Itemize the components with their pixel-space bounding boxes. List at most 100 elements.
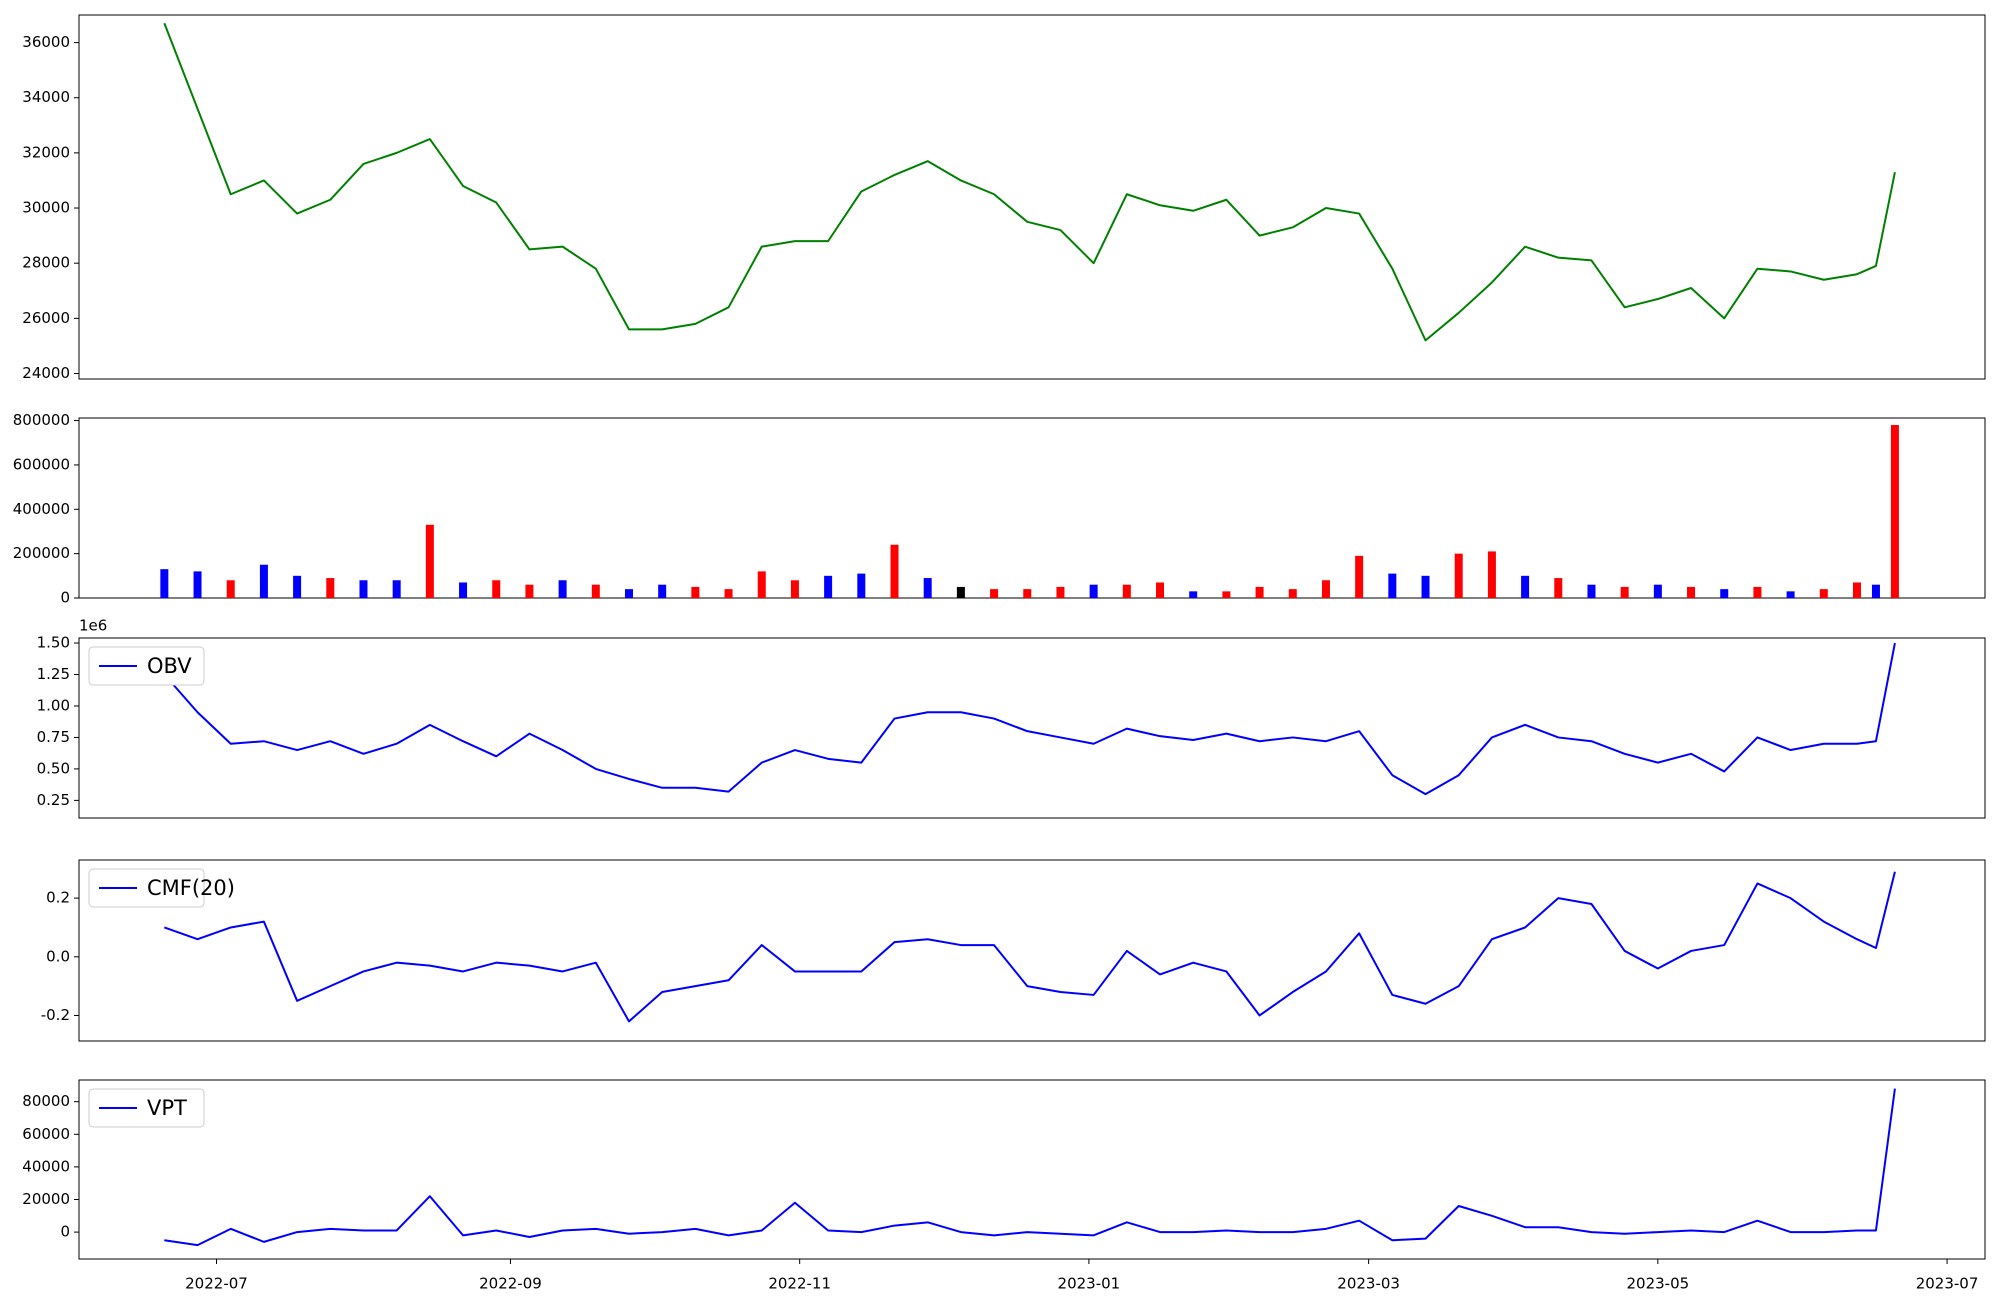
x-tick-label: 2022-11 bbox=[768, 1275, 831, 1293]
y-tick-label: 28000 bbox=[22, 254, 70, 272]
bar bbox=[359, 580, 368, 598]
bar bbox=[259, 564, 268, 598]
bar bbox=[1421, 575, 1430, 598]
y-tick-label: 0.50 bbox=[37, 759, 70, 777]
y-tick-label: 32000 bbox=[22, 143, 70, 161]
bar bbox=[790, 580, 799, 598]
bar bbox=[1222, 591, 1231, 598]
x-tick-label: 2023-03 bbox=[1337, 1275, 1400, 1293]
bar bbox=[1023, 589, 1032, 598]
bar bbox=[1521, 575, 1530, 598]
bar bbox=[1620, 586, 1629, 598]
y-tick-label: 800000 bbox=[13, 411, 70, 429]
bar bbox=[326, 578, 335, 598]
legend-label: OBV bbox=[147, 654, 192, 678]
y-tick-label: 24000 bbox=[22, 364, 70, 382]
bar bbox=[226, 580, 235, 598]
y-tick-label: 1.00 bbox=[37, 696, 70, 714]
bar bbox=[1056, 586, 1065, 598]
bar bbox=[691, 586, 700, 598]
bar bbox=[492, 580, 501, 598]
offset-text: 1e6 bbox=[79, 617, 107, 635]
line bbox=[163, 22, 1896, 342]
bar bbox=[1454, 553, 1463, 598]
bar bbox=[392, 580, 401, 598]
bar bbox=[525, 584, 534, 598]
x-tick-label: 2022-07 bbox=[185, 1275, 248, 1293]
legend-box bbox=[88, 646, 205, 686]
y-tick-label: 40000 bbox=[22, 1157, 70, 1175]
bar bbox=[923, 578, 932, 598]
y-tick-label: 0 bbox=[60, 589, 70, 607]
bar bbox=[857, 573, 866, 598]
y-tick-label: 600000 bbox=[13, 455, 70, 473]
bar bbox=[1089, 584, 1098, 598]
axes-frame bbox=[78, 1079, 1986, 1260]
line bbox=[164, 871, 1896, 1023]
bar bbox=[1355, 555, 1364, 598]
bar bbox=[1156, 582, 1165, 598]
axes-frame bbox=[78, 637, 1986, 819]
bar bbox=[558, 580, 567, 598]
bar bbox=[1487, 551, 1496, 598]
bar bbox=[1388, 573, 1397, 598]
y-tick-label: 0.0 bbox=[46, 947, 70, 965]
y-tick-label: 30000 bbox=[22, 199, 70, 217]
y-tick-label: 0.25 bbox=[37, 791, 70, 809]
bar bbox=[459, 582, 468, 598]
legend-box bbox=[88, 868, 205, 908]
bar bbox=[990, 589, 999, 598]
bar bbox=[1786, 591, 1795, 598]
bar bbox=[1255, 586, 1264, 598]
bar bbox=[1687, 586, 1696, 598]
legend-label: CMF(20) bbox=[147, 876, 235, 900]
bar bbox=[1554, 578, 1563, 598]
bar bbox=[1871, 584, 1880, 598]
y-tick-label: -0.2 bbox=[41, 1006, 70, 1024]
bar bbox=[1753, 586, 1762, 598]
y-tick-label: 1.50 bbox=[37, 634, 70, 652]
bar bbox=[658, 584, 667, 598]
bar bbox=[757, 571, 766, 598]
bar bbox=[425, 524, 434, 598]
bar bbox=[890, 544, 899, 598]
y-tick-label: 60000 bbox=[22, 1125, 70, 1143]
y-tick-label: 1.25 bbox=[37, 665, 70, 683]
line bbox=[163, 642, 1896, 796]
y-tick-label: 200000 bbox=[13, 544, 70, 562]
bar bbox=[193, 571, 202, 598]
bar bbox=[591, 584, 600, 598]
y-tick-label: 0.2 bbox=[46, 889, 70, 907]
bar bbox=[1321, 580, 1330, 598]
bar bbox=[1653, 584, 1662, 598]
bar bbox=[724, 589, 733, 598]
axes-frame bbox=[78, 417, 1986, 599]
y-tick-label: 34000 bbox=[22, 88, 70, 106]
axes-frame bbox=[78, 859, 1986, 1042]
y-tick-label: 36000 bbox=[22, 33, 70, 51]
y-tick-label: 0 bbox=[60, 1223, 70, 1241]
bar bbox=[824, 575, 833, 598]
bar bbox=[956, 586, 965, 598]
y-tick-label: 0.75 bbox=[37, 728, 70, 746]
y-tick-label: 400000 bbox=[13, 500, 70, 518]
bar bbox=[1288, 589, 1297, 598]
x-tick-label: 2023-01 bbox=[1058, 1275, 1121, 1293]
bar bbox=[1587, 584, 1596, 598]
y-tick-label: 20000 bbox=[22, 1190, 70, 1208]
legend-label: VPT bbox=[147, 1096, 187, 1120]
bar bbox=[1819, 589, 1828, 598]
axes-frame bbox=[78, 14, 1986, 380]
line bbox=[164, 1088, 1896, 1247]
x-tick-label: 2022-09 bbox=[479, 1275, 542, 1293]
y-tick-label: 26000 bbox=[22, 309, 70, 327]
bar bbox=[293, 575, 302, 598]
bar bbox=[1890, 424, 1899, 598]
x-tick-label: 2023-05 bbox=[1627, 1275, 1690, 1293]
bar bbox=[1852, 582, 1861, 598]
bar bbox=[1189, 591, 1198, 598]
x-tick-label: 2023-07 bbox=[1916, 1275, 1979, 1293]
bar bbox=[1122, 584, 1131, 598]
